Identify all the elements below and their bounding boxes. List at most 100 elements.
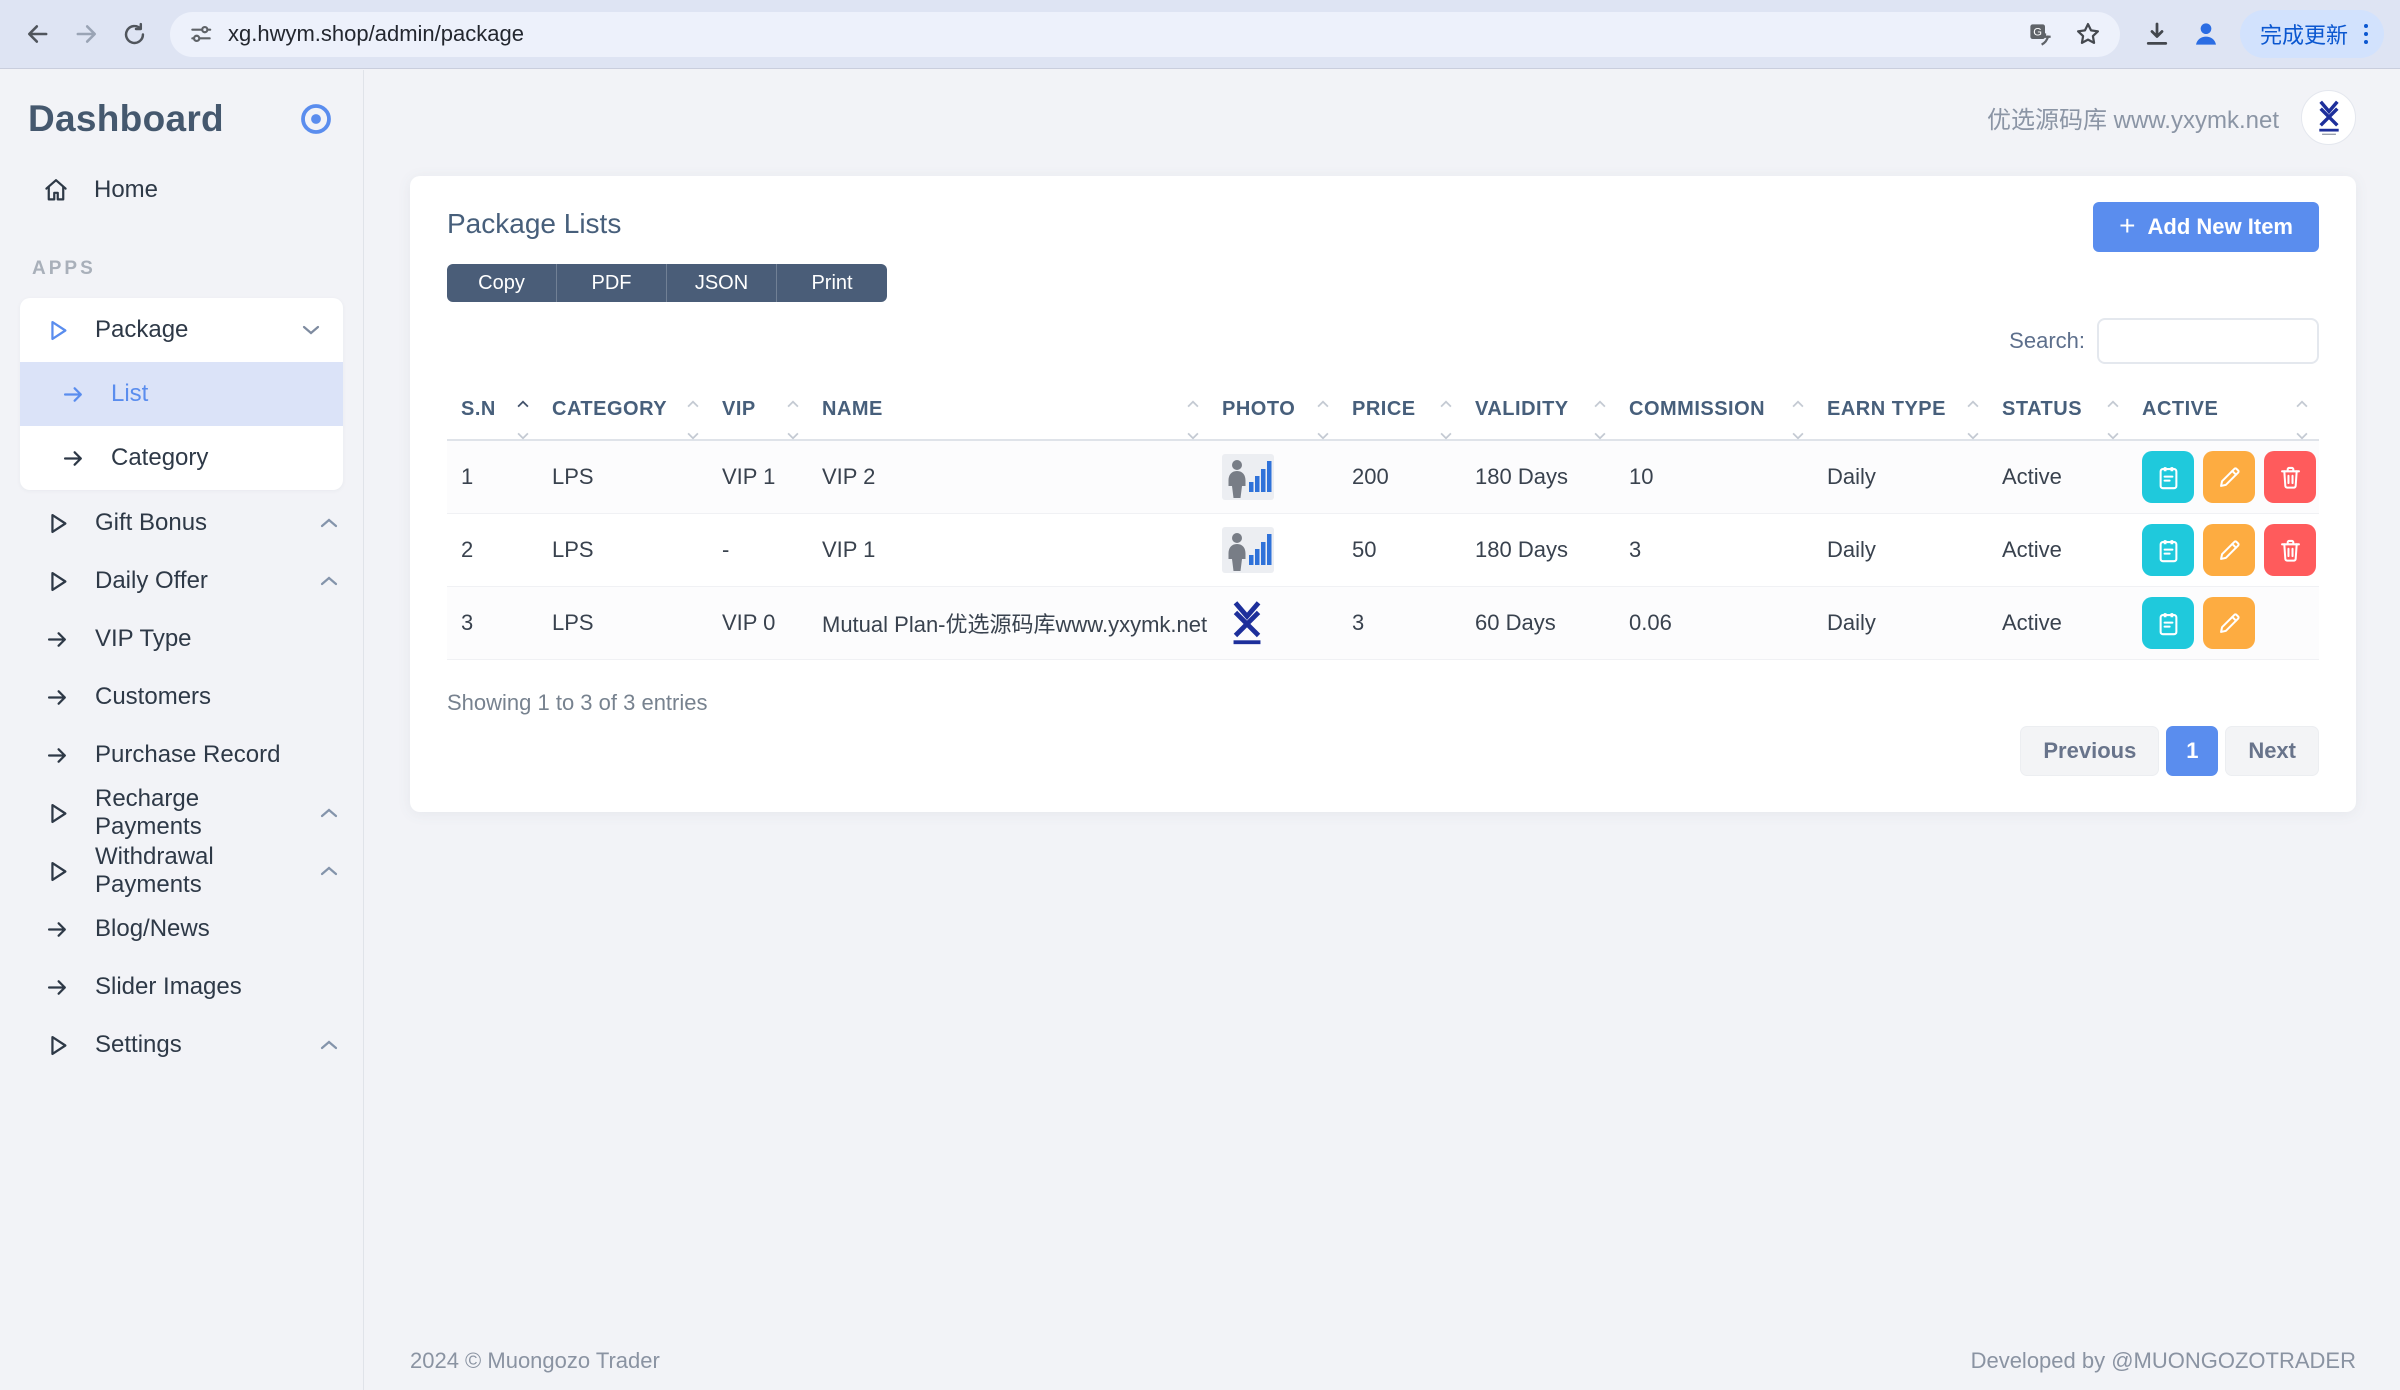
entries-summary: Showing 1 to 3 of 3 entries	[447, 690, 708, 715]
arrow-right-icon	[44, 684, 71, 711]
add-new-item-label: Add New Item	[2147, 214, 2293, 239]
sort-icon	[1593, 391, 1607, 446]
arrow-right-icon	[60, 445, 87, 472]
sidebar-item-daily-offer[interactable]: Daily Offer	[0, 552, 363, 610]
sidebar-item-package[interactable]: Package	[20, 298, 343, 362]
plus-icon: +	[2119, 209, 2136, 241]
column-label: EARN TYPE	[1827, 398, 1946, 420]
cell-photo	[1210, 586, 1340, 660]
arrow-right-icon	[44, 742, 71, 769]
profile-icon[interactable]	[2190, 18, 2222, 50]
sort-icon	[1439, 391, 1453, 446]
sidebar-item-recharge-payments[interactable]: Recharge Payments	[0, 784, 363, 842]
column-label: VIP	[722, 398, 756, 420]
page-title: Package Lists	[447, 208, 622, 239]
column-header-earn-type[interactable]: EARN TYPE	[1815, 378, 1990, 441]
edit-button[interactable]	[2203, 524, 2255, 576]
details-button[interactable]	[2142, 524, 2194, 576]
column-header-name[interactable]: NAME	[810, 378, 1210, 441]
chrome-update-button[interactable]: 完成更新	[2239, 10, 2384, 58]
home-icon	[42, 176, 70, 204]
edit-button[interactable]	[2203, 451, 2255, 503]
sidebar-item-withdrawal-payments[interactable]: Withdrawal Payments	[0, 842, 363, 900]
arrow-right-icon	[44, 974, 71, 1001]
sidebar-item-customers[interactable]: Customers	[0, 668, 363, 726]
cell-photo	[1210, 440, 1340, 514]
cell-category: LPS	[540, 440, 710, 514]
reload-icon[interactable]	[112, 12, 156, 56]
play-icon	[44, 800, 71, 827]
forward-icon[interactable]	[64, 12, 108, 56]
column-header-status[interactable]: STATUS	[1990, 378, 2130, 441]
sidebar-item-blog-news[interactable]: Blog/News	[0, 900, 363, 958]
back-icon[interactable]	[16, 12, 60, 56]
bookmark-star-icon[interactable]	[2074, 20, 2102, 48]
browser-toolbar: xg.hwym.shop/admin/package G 完成更新	[0, 0, 2400, 69]
cell-earn-type: Daily	[1815, 586, 1990, 660]
top-header: 优选源码库 www.yxymk.net	[410, 70, 2356, 164]
chevron-up-icon	[319, 575, 339, 587]
address-bar[interactable]: xg.hwym.shop/admin/package G	[170, 11, 2120, 57]
details-button[interactable]	[2142, 597, 2194, 649]
chrome-update-label: 完成更新	[2259, 23, 2348, 48]
column-header-commission[interactable]: COMMISSION	[1617, 378, 1815, 441]
sidebar-item-slider-images[interactable]: Slider Images	[0, 958, 363, 1016]
avatar[interactable]	[2301, 89, 2356, 145]
column-header-validity[interactable]: VALIDITY	[1463, 378, 1617, 441]
copy-button[interactable]: Copy	[447, 264, 557, 302]
cell-actions	[2130, 513, 2319, 587]
json-button[interactable]: JSON	[667, 264, 777, 302]
sidebar-item-category[interactable]: Category	[20, 426, 343, 490]
column-header-price[interactable]: PRICE	[1340, 378, 1463, 441]
next-page-button[interactable]: Next	[2225, 726, 2319, 776]
column-header-vip[interactable]: VIP	[710, 378, 810, 441]
delete-button[interactable]	[2264, 451, 2316, 503]
site-label: 优选源码库 www.yxymk.net	[1986, 106, 2279, 134]
package-table: S.N CATEGORY VIP NAME PHOTO PRICE VALIDITY COMM…	[447, 378, 2319, 660]
menu-kebab-icon[interactable]	[2358, 18, 2374, 50]
chevron-down-icon	[301, 324, 321, 336]
cell-vip: VIP 0	[710, 586, 810, 660]
clipboard-icon	[2155, 610, 2182, 637]
sidebar-item-settings[interactable]: Settings	[0, 1016, 363, 1074]
sidebar-item-label: Daily Offer	[95, 567, 208, 594]
previous-page-button[interactable]: Previous	[2020, 726, 2160, 776]
download-icon[interactable]	[2142, 19, 2172, 49]
cell-name: VIP 1	[810, 513, 1210, 587]
sidebar-item-home[interactable]: Home	[42, 176, 363, 204]
site-settings-icon[interactable]	[188, 21, 214, 47]
cell-vip: VIP 1	[710, 440, 810, 514]
column-header-category[interactable]: CATEGORY	[540, 378, 710, 441]
sidebar-item-label: Category	[111, 444, 209, 471]
translate-icon[interactable]: G	[2027, 21, 2054, 48]
column-label: COMMISSION	[1629, 398, 1766, 420]
sidebar-item-list[interactable]: List	[20, 362, 343, 426]
column-label: S.N	[461, 398, 496, 420]
details-button[interactable]	[2142, 451, 2194, 503]
delete-button[interactable]	[2264, 524, 2316, 576]
edit-button[interactable]	[2203, 597, 2255, 649]
sort-icon	[1791, 391, 1805, 446]
column-header-photo[interactable]: PHOTO	[1210, 378, 1340, 441]
svg-text:G: G	[2033, 26, 2042, 38]
sidebar-section-apps: APPS	[32, 258, 96, 279]
export-button-group: Copy PDF JSON Print	[447, 264, 887, 302]
column-label: CATEGORY	[552, 398, 668, 420]
table-body: 1 LPS VIP 1 VIP 2 200 180 Days 10 Daily Active 2 L…	[447, 440, 2319, 660]
column-label: ACTIVE	[2142, 398, 2219, 420]
column-header-s-n[interactable]: S.N	[447, 378, 540, 441]
print-button[interactable]: Print	[777, 264, 887, 302]
sidebar-item-vip-type[interactable]: VIP Type	[0, 610, 363, 668]
pin-target-icon[interactable]	[297, 100, 335, 138]
column-header-active[interactable]: ACTIVE	[2130, 378, 2319, 441]
sidebar-item-purchase-record[interactable]: Purchase Record	[0, 726, 363, 784]
pdf-button[interactable]: PDF	[557, 264, 667, 302]
trash-icon	[2277, 537, 2304, 564]
url-text[interactable]: xg.hwym.shop/admin/package	[228, 21, 524, 46]
add-new-item-button[interactable]: + Add New Item	[2093, 202, 2319, 252]
sidebar-item-gift-bonus[interactable]: Gift Bonus	[0, 494, 363, 552]
current-page-button[interactable]: 1	[2166, 726, 2219, 776]
cell-price: 200	[1340, 440, 1463, 514]
cell-earn-type: Daily	[1815, 440, 1990, 514]
search-input[interactable]	[2097, 318, 2319, 364]
